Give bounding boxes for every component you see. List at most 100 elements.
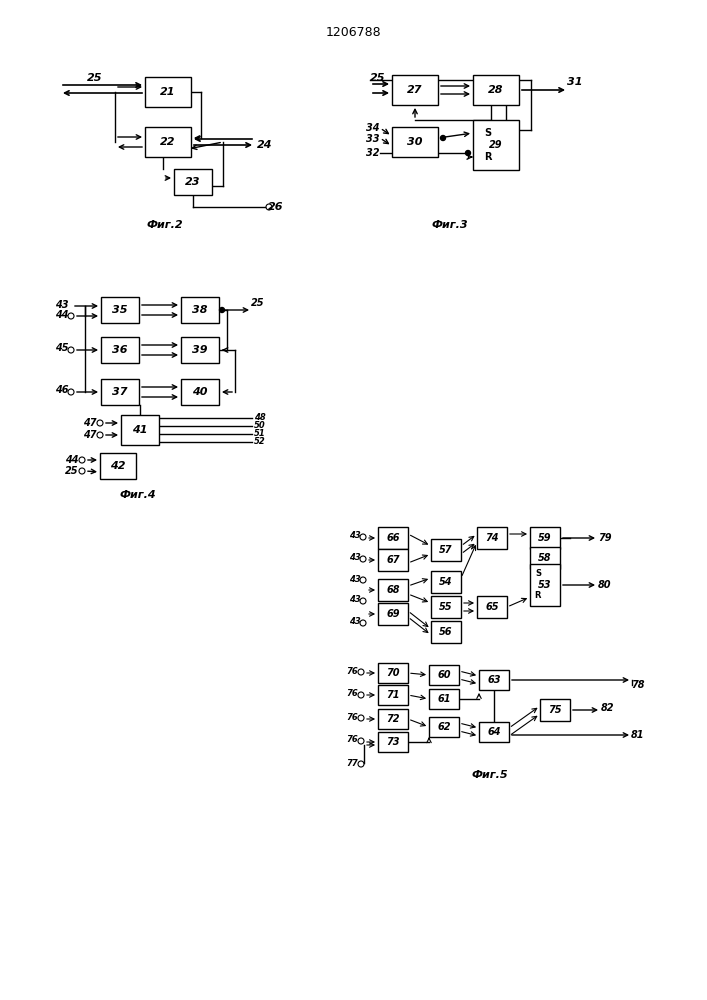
Bar <box>429 665 459 685</box>
Text: Фиг.2: Фиг.2 <box>146 220 183 230</box>
Text: 43: 43 <box>349 595 361 604</box>
Text: S: S <box>535 570 541 578</box>
Bar <box>473 120 519 170</box>
Text: 72: 72 <box>386 714 399 724</box>
Text: 41: 41 <box>132 425 148 435</box>
Text: 62: 62 <box>437 722 451 732</box>
Text: S: S <box>484 128 491 138</box>
Text: Фиг.5: Фиг.5 <box>472 770 508 780</box>
Bar <box>473 75 519 105</box>
Text: 34: 34 <box>366 123 380 133</box>
Text: 26: 26 <box>268 202 284 212</box>
Bar <box>100 453 136 479</box>
Text: Фиг.3: Фиг.3 <box>432 220 468 230</box>
Text: 76: 76 <box>346 666 358 676</box>
Text: 46: 46 <box>55 385 69 395</box>
Bar <box>121 415 159 445</box>
Text: 23: 23 <box>185 177 201 187</box>
Bar <box>101 379 139 405</box>
Bar <box>429 717 459 737</box>
Text: R: R <box>534 591 542 600</box>
Text: 25: 25 <box>87 73 103 83</box>
Text: 78: 78 <box>631 680 645 690</box>
Text: 81: 81 <box>631 730 645 740</box>
Text: 67: 67 <box>386 555 399 565</box>
Text: 65: 65 <box>485 602 498 612</box>
Text: 80: 80 <box>598 580 612 590</box>
Text: 33: 33 <box>366 134 380 144</box>
Text: Фиг.4: Фиг.4 <box>119 490 156 500</box>
Text: 51: 51 <box>254 430 266 438</box>
Text: 43: 43 <box>55 300 69 310</box>
Text: 40: 40 <box>192 387 208 397</box>
Bar <box>477 596 507 618</box>
Text: 21: 21 <box>160 87 176 97</box>
Text: 36: 36 <box>112 345 128 355</box>
Text: 22: 22 <box>160 137 176 147</box>
Text: 68: 68 <box>386 585 399 595</box>
Bar <box>431 539 461 561</box>
Bar <box>378 709 408 729</box>
Circle shape <box>440 135 445 140</box>
Text: 38: 38 <box>192 305 208 315</box>
Text: 39: 39 <box>192 345 208 355</box>
Text: 31: 31 <box>567 77 583 87</box>
Bar <box>479 722 509 742</box>
Text: 44: 44 <box>65 455 78 465</box>
Text: 29: 29 <box>489 140 503 150</box>
Bar <box>540 699 570 721</box>
Bar <box>378 527 408 549</box>
Text: 79: 79 <box>598 533 612 543</box>
Bar <box>477 527 507 549</box>
Bar <box>530 527 560 549</box>
Text: 28: 28 <box>489 85 504 95</box>
Bar <box>181 379 219 405</box>
Text: 71: 71 <box>386 690 399 700</box>
Bar <box>530 564 560 606</box>
Text: 43: 43 <box>349 617 361 626</box>
Text: 27: 27 <box>407 85 423 95</box>
Text: 35: 35 <box>112 305 128 315</box>
Text: 57: 57 <box>439 545 452 555</box>
Text: 43: 43 <box>349 574 361 584</box>
Text: 66: 66 <box>386 533 399 543</box>
Text: 56: 56 <box>439 627 452 637</box>
Bar <box>378 603 408 625</box>
Text: 77: 77 <box>346 758 358 768</box>
Text: 76: 76 <box>346 712 358 722</box>
Text: 73: 73 <box>386 737 399 747</box>
Bar <box>174 169 212 195</box>
Bar <box>181 297 219 323</box>
Circle shape <box>219 308 225 312</box>
Text: 74: 74 <box>485 533 498 543</box>
Text: 37: 37 <box>112 387 128 397</box>
Bar <box>392 127 438 157</box>
Text: 60: 60 <box>437 670 451 680</box>
Text: 42: 42 <box>110 461 126 471</box>
Text: 52: 52 <box>254 438 266 446</box>
Bar <box>378 732 408 752</box>
Bar <box>101 297 139 323</box>
Text: 69: 69 <box>386 609 399 619</box>
Bar <box>429 689 459 709</box>
Text: 61: 61 <box>437 694 451 704</box>
Text: 25: 25 <box>251 298 264 308</box>
Text: 43: 43 <box>349 554 361 562</box>
Bar <box>378 549 408 571</box>
Text: 58: 58 <box>538 553 551 563</box>
Text: 43: 43 <box>349 532 361 540</box>
Circle shape <box>465 150 470 155</box>
Bar <box>145 127 191 157</box>
Bar <box>378 579 408 601</box>
Text: 76: 76 <box>346 736 358 744</box>
Text: 44: 44 <box>55 310 69 320</box>
Text: 32: 32 <box>366 148 380 158</box>
Text: 48: 48 <box>254 414 266 422</box>
Text: 75: 75 <box>548 705 562 715</box>
Text: 53: 53 <box>538 580 551 590</box>
Bar <box>431 596 461 618</box>
Text: 64: 64 <box>487 727 501 737</box>
Text: 25: 25 <box>370 73 386 83</box>
Text: 76: 76 <box>346 690 358 698</box>
Text: 1206788: 1206788 <box>325 25 381 38</box>
